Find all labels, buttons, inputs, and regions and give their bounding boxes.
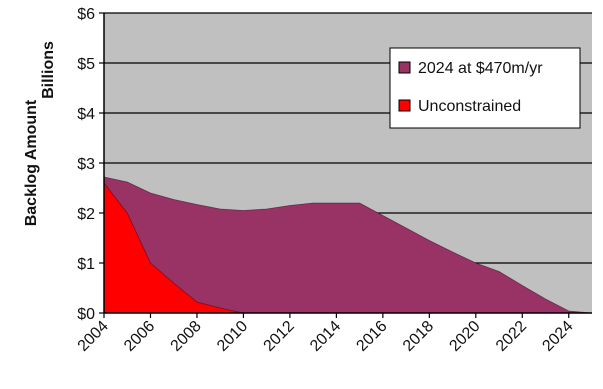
- x-tick-label: 2018: [400, 318, 437, 355]
- x-tick-label: 2016: [353, 318, 390, 355]
- y-tick-labels: $0 $1 $2 $3 $4 $5 $6: [77, 6, 95, 323]
- x-tick-label: 2006: [121, 318, 158, 355]
- y-tick-label: $1: [77, 256, 95, 273]
- legend-label-unconstrained: Unconstrained: [418, 98, 521, 115]
- x-tick-label: 2014: [307, 318, 344, 355]
- series-area-2024: [103, 176, 593, 314]
- y-tick-label: $2: [77, 206, 95, 223]
- y-tick-label: $3: [77, 156, 95, 173]
- y-axis-label: Backlog Amount: [23, 99, 40, 226]
- legend-box: [389, 47, 581, 129]
- x-tick-labels: 2004 2006 2008 2010 2012 2014 2016 2018 2020 2022…: [75, 318, 577, 355]
- legend-swatch-unconstrained: [398, 99, 411, 112]
- x-tick-label: 2010: [214, 318, 251, 355]
- x-tick-label: 2004: [75, 318, 112, 355]
- y-axis-unit-label: Billions: [40, 41, 57, 99]
- x-tick-label: 2024: [539, 318, 576, 355]
- y-tick-label: $6: [77, 6, 95, 23]
- y-tick-label: $5: [77, 56, 95, 73]
- y-tick-label: $4: [77, 106, 95, 123]
- x-tick-label: 2012: [261, 318, 298, 355]
- legend-swatch-2024: [398, 61, 411, 74]
- x-tick-label: 2022: [493, 318, 530, 355]
- x-tick-label: 2008: [168, 318, 205, 355]
- y-tick-label: $0: [77, 306, 95, 323]
- x-tick-label: 2020: [446, 318, 483, 355]
- legend-label-2024: 2024 at $470m/yr: [418, 60, 543, 77]
- axes: [99, 12, 592, 318]
- legend: 2024 at $470m/yr Unconstrained: [389, 47, 581, 129]
